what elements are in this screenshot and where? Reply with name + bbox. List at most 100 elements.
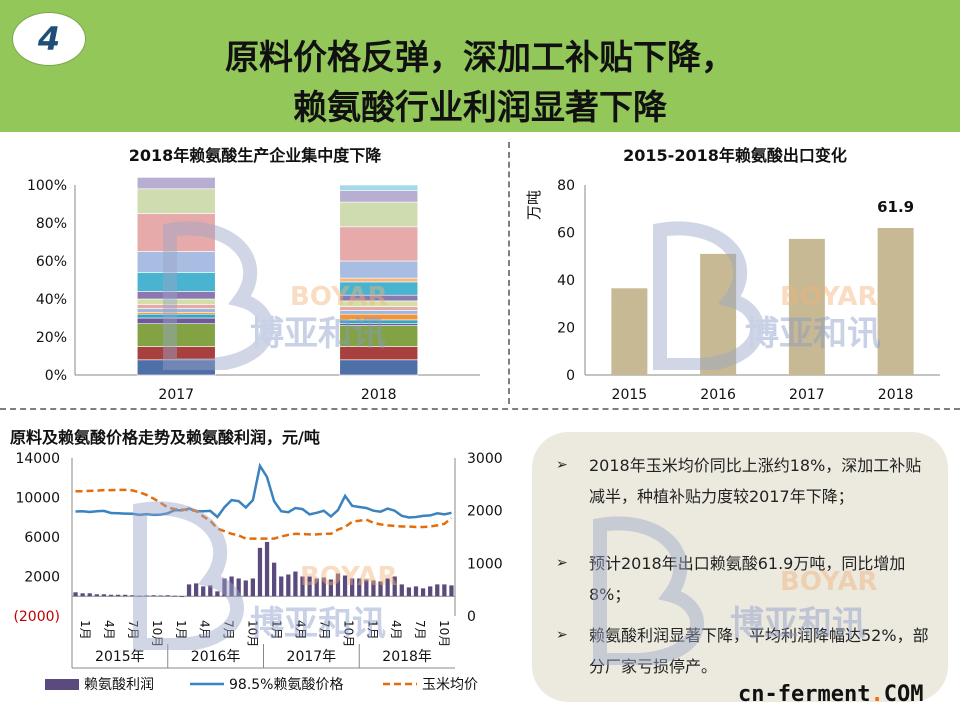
site-logo-tld: COM (883, 682, 924, 707)
profit-bar (321, 577, 326, 597)
profit-bar (201, 586, 206, 597)
year-tick-label: 2015年 (95, 649, 145, 665)
profit-bar (222, 578, 227, 597)
profit-bar (101, 594, 107, 597)
profit-bar (94, 594, 99, 597)
header-band (0, 0, 960, 132)
trend-chart-title: 原料及赖氨酸价格走势及赖氨酸利润，元/吨 (10, 428, 320, 447)
month-tick-label: 4月 (293, 620, 307, 640)
profit-bar (342, 575, 348, 597)
profit-bar (229, 576, 234, 597)
year-tick-label: 2016年 (191, 649, 241, 665)
stack-segment (136, 346, 216, 361)
profit-bar (286, 574, 291, 597)
data-label: 61.9 (877, 198, 914, 216)
profit-bar (236, 578, 241, 597)
note-text: 2018年玉米均价同比上涨约18%，深加工补贴减半，种植补贴力度较2017年下降… (589, 456, 922, 506)
stack-segment (339, 281, 419, 296)
profit-bar (144, 595, 149, 597)
year-tick-label: 2017年 (287, 649, 337, 665)
profit-bar (406, 587, 412, 597)
y-tick-label: 20% (36, 330, 67, 346)
stack-segment (136, 188, 216, 214)
stack-segment (339, 306, 419, 311)
stack-segment (339, 201, 419, 228)
stack-segment (136, 272, 216, 292)
profit-bar (151, 595, 156, 597)
stack-segment (136, 251, 216, 273)
profit-bar (364, 579, 369, 597)
arrow-bullet-icon: ➢ (556, 555, 568, 571)
legend-label: 赖氨酸利润 (84, 677, 154, 693)
month-tick-label: 1月 (365, 620, 379, 640)
y-right-tick-label: 2000 (467, 504, 503, 520)
stack-segment (136, 313, 216, 319)
profit-bar (385, 578, 390, 597)
legend-swatch-profit (45, 679, 79, 690)
stack-segment (339, 277, 419, 283)
stack-segment (136, 308, 216, 313)
month-tick-label: 1月 (174, 620, 188, 640)
export-bar (700, 253, 737, 375)
month-tick-label: 10月 (246, 620, 260, 647)
profit-bar (350, 578, 355, 597)
export-bar (611, 288, 648, 375)
stack-segment (339, 313, 419, 321)
stack-segment (136, 213, 216, 252)
profit-bar (428, 586, 433, 597)
stack-segment (339, 226, 419, 262)
profit-bar (314, 578, 319, 597)
profit-bar (137, 595, 142, 597)
profit-bar (328, 579, 334, 597)
stack-segment (339, 184, 419, 191)
profit-bar (193, 583, 199, 597)
profit-bar (165, 595, 170, 597)
x-tick-label: 2016 (700, 387, 736, 403)
profit-bar (123, 594, 128, 597)
concentration-chart: 0% 20% 40% 60% 80% 100% 2017 2018 (27, 177, 480, 403)
profit-bar (87, 593, 92, 597)
x-tick-label: 2018 (878, 387, 914, 403)
stack-segment (136, 291, 216, 300)
month-tick-label: 10月 (341, 620, 355, 647)
profit-bar (357, 578, 362, 597)
profit-bar (371, 580, 376, 597)
profit-bar (243, 580, 248, 597)
y-tick-label: 60 (557, 226, 575, 242)
month-tick-label: 1月 (78, 620, 92, 640)
month-tick-label: 10月 (437, 620, 451, 647)
stack-segment (339, 190, 419, 203)
note-text: 预计2018年出口赖氨酸61.9万吨，同比增加8%； (589, 554, 906, 604)
export-chart-title: 2015-2018年赖氨酸出口变化 (623, 146, 847, 165)
y-tick-label: 20 (557, 321, 575, 337)
month-tick-label: 1月 (270, 620, 284, 640)
y-tick-label: 80 (557, 178, 575, 194)
page-title-line2: 赖氨酸行业利润显著下降 (293, 88, 667, 128)
profit-bar (257, 547, 263, 597)
page-title-line1: 原料价格反弹，深加工补贴下降， (225, 38, 735, 78)
price-line (75, 462, 452, 519)
note-item: ➢ 赖氨酸利润显著下降，平均利润降幅达52%，部分厂家亏损停产。 (556, 620, 936, 682)
profit-bar (250, 578, 255, 597)
profit-bar (172, 595, 177, 597)
arrow-bullet-icon: ➢ (556, 627, 568, 643)
profit-bar (335, 573, 341, 597)
profit-bar (215, 591, 220, 597)
stack-segment (339, 359, 419, 376)
x-tick-label: 2015 (612, 387, 648, 403)
y-tick-label: 60% (36, 254, 67, 270)
y-left-tick-label: 14000 (15, 451, 60, 467)
month-tick-label: 7月 (222, 620, 236, 640)
y-tick-label: 40 (557, 273, 575, 289)
month-tick-label: 10月 (150, 620, 164, 647)
profit-bar (307, 576, 312, 597)
note-item: ➢ 2018年玉米均价同比上涨约18%，深加工补贴减半，种植补贴力度较2017年… (556, 450, 936, 512)
profit-bar (435, 584, 440, 597)
profit-bar (158, 595, 163, 597)
y-left-tick-label: 2000 (24, 570, 60, 586)
profit-bar (130, 595, 135, 597)
month-tick-label: 7月 (126, 620, 140, 640)
horizontal-divider (0, 408, 960, 410)
y-left-tick-label: (2000) (13, 609, 60, 625)
profit-bar (73, 592, 78, 597)
